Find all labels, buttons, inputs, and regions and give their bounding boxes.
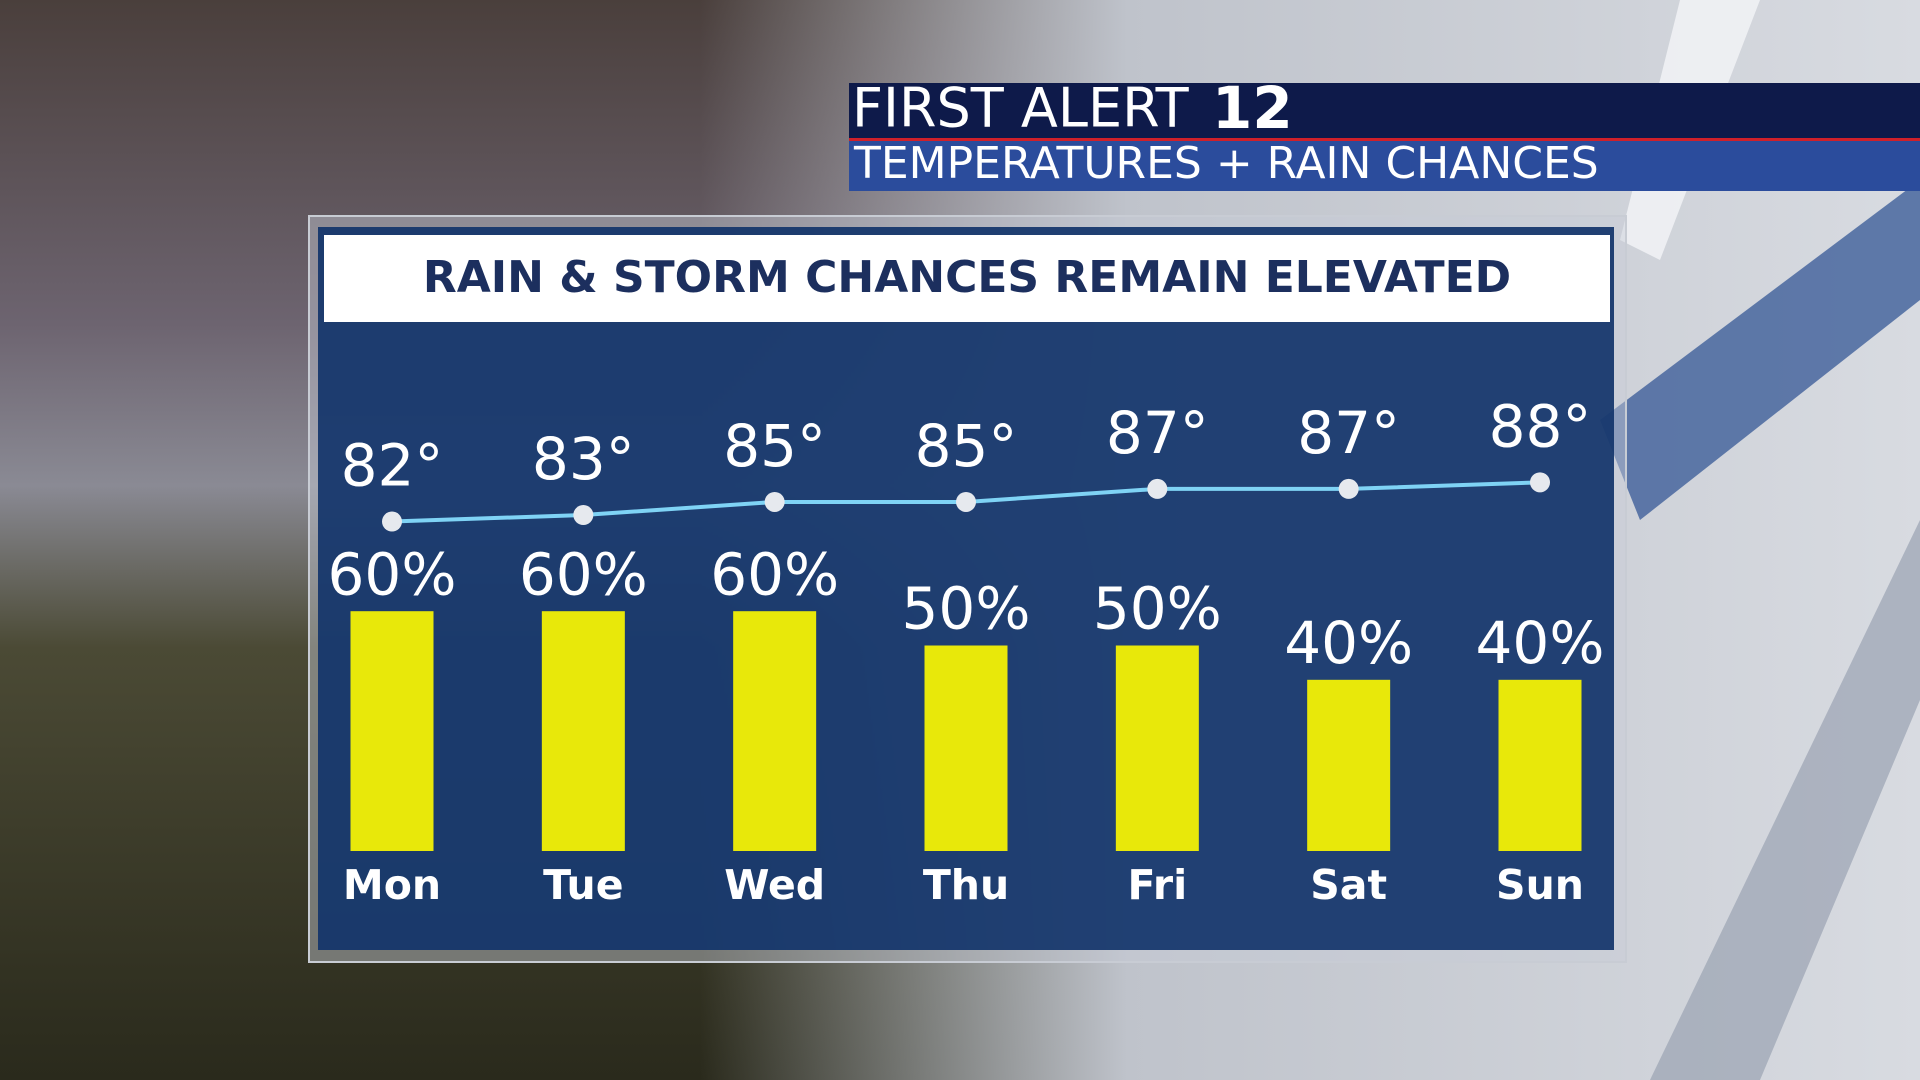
bar-label: 50% <box>902 575 1031 643</box>
plot: Mon Tue Wed Thu Fri Sat Sun 82° 83° 85° 85° 87° 87° 8… <box>328 392 1605 909</box>
x-tick-label: Wed <box>724 861 825 909</box>
x-tick-label: Tue <box>543 861 623 909</box>
bar-label: 60% <box>710 540 839 608</box>
x-tick-label: Thu <box>923 861 1009 909</box>
bar <box>1115 645 1199 851</box>
chart-title: RAIN & STORM CHANCES REMAIN ELEVATED <box>423 252 1511 303</box>
subtitle: TEMPERATURES + RAIN CHANCES <box>853 138 1599 189</box>
temperature-label: 88° <box>1489 392 1592 460</box>
swoosh <box>1600 180 1920 520</box>
x-tick-label: Mon <box>343 861 441 909</box>
x-tick-label: Fri <box>1127 861 1187 909</box>
channel: 12 <box>1212 74 1293 142</box>
temperature-label: 85° <box>723 412 826 480</box>
x-tick-label: Sun <box>1496 861 1584 909</box>
x-tick-label: Sat <box>1310 861 1387 909</box>
bar <box>733 611 817 851</box>
temperature-point <box>1530 472 1550 493</box>
subheader-bar <box>849 141 1920 191</box>
temperature-label: 82° <box>341 432 444 500</box>
title-box <box>324 235 1610 322</box>
temperature-label: 87° <box>1297 399 1400 467</box>
temperature-label: 83° <box>532 425 635 493</box>
temperature-point <box>382 511 402 532</box>
temperature-point <box>573 505 594 526</box>
header-bar <box>849 83 1920 138</box>
temperature-point <box>956 491 976 512</box>
temperature-point <box>1147 478 1168 499</box>
bar-label: 60% <box>328 540 457 608</box>
bar <box>1307 679 1391 851</box>
bar <box>1498 679 1582 851</box>
bar <box>924 645 1008 851</box>
temperature-label: 85° <box>915 412 1018 480</box>
temperature-label: 87° <box>1106 399 1209 467</box>
swoosh <box>1650 520 1920 1080</box>
bar <box>541 611 625 851</box>
bar <box>350 611 434 851</box>
brand: FIRST ALERT <box>852 77 1190 140</box>
temperature-point <box>1338 478 1359 499</box>
bar-label: 60% <box>519 540 648 608</box>
temperature-point <box>764 491 785 512</box>
bar-label: 40% <box>1284 609 1413 677</box>
header-rule <box>849 138 1920 141</box>
bar-label: 50% <box>1093 575 1222 643</box>
bar-label: 40% <box>1476 609 1605 677</box>
